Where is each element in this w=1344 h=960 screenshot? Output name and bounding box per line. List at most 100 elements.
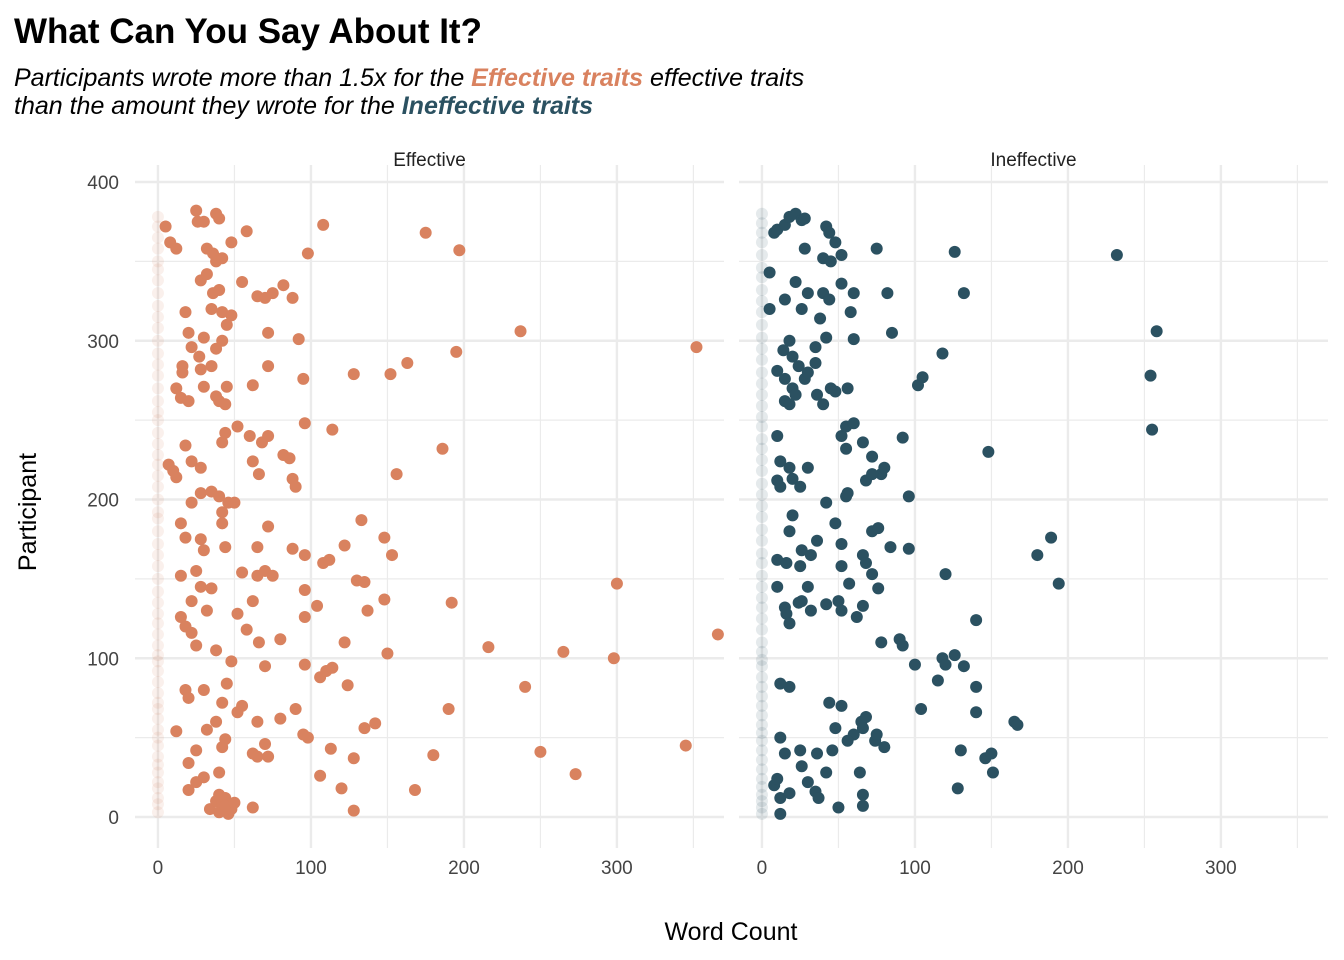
zero-count-point (755, 217, 768, 230)
zero-count-point (151, 537, 164, 550)
data-point (358, 576, 371, 589)
data-point (970, 680, 983, 693)
data-point (804, 549, 817, 562)
data-point (774, 677, 787, 690)
zero-count-point (151, 791, 164, 804)
data-point (801, 366, 814, 379)
data-point (835, 249, 848, 262)
zero-count-point (151, 322, 164, 335)
data-point (804, 604, 817, 617)
zero-count-point (151, 358, 164, 371)
data-point (795, 303, 808, 315)
data-point (170, 242, 183, 255)
data-point (835, 560, 848, 573)
data-point (809, 341, 822, 354)
data-point (246, 379, 259, 392)
data-point (194, 533, 207, 546)
data-point (193, 350, 206, 363)
zero-count-point (151, 231, 164, 244)
data-point (878, 741, 891, 754)
zero-count-point (755, 591, 768, 604)
data-point (872, 582, 885, 595)
zero-count-point (151, 255, 164, 268)
data-point (286, 542, 299, 555)
data-point (401, 356, 414, 369)
zero-count-point (151, 560, 164, 573)
data-point (856, 436, 869, 449)
zero-count-point (151, 585, 164, 598)
data-point (569, 768, 582, 781)
data-point (881, 287, 894, 300)
data-point (231, 420, 244, 433)
data-point (795, 544, 808, 557)
data-point (908, 658, 921, 671)
data-point (1144, 369, 1157, 382)
data-point (774, 791, 787, 804)
zero-count-point (151, 676, 164, 689)
zero-count-point (151, 310, 164, 323)
zero-count-point (755, 601, 768, 614)
data-point (557, 645, 570, 658)
y-tick-label: 200 (87, 491, 119, 512)
data-point (957, 287, 970, 300)
zero-count-point (755, 671, 768, 684)
data-point (829, 385, 842, 398)
zero-count-point (151, 458, 164, 471)
zero-count-point (755, 433, 768, 446)
data-point (786, 472, 799, 485)
data-point (252, 468, 265, 481)
y-tick-label: 100 (87, 649, 119, 670)
zero-count-point (151, 798, 164, 811)
zero-count-point (151, 750, 164, 763)
data-point (774, 731, 787, 744)
data-point (220, 318, 233, 331)
chart-title: What Can You Say About It? (14, 12, 482, 51)
zero-count-point (151, 469, 164, 482)
data-point (954, 744, 967, 757)
zero-count-point (755, 399, 768, 412)
data-point (194, 580, 207, 593)
zero-count-point (755, 249, 768, 262)
data-point (911, 379, 924, 392)
data-point (197, 215, 210, 228)
zero-count-point (151, 712, 164, 725)
data-point (778, 293, 791, 306)
zero-count-point (755, 464, 768, 477)
x-tick-label: 300 (601, 858, 633, 879)
x-tick-label: 100 (295, 858, 327, 879)
data-point (835, 699, 848, 712)
data-point (182, 395, 195, 408)
data-point (835, 277, 848, 290)
data-point (835, 604, 848, 617)
zero-count-point (151, 437, 164, 450)
data-point (896, 639, 909, 652)
data-point (246, 595, 259, 608)
data-point (262, 520, 275, 533)
zero-count-point (755, 420, 768, 433)
zero-count-point (151, 274, 164, 287)
zero-count-point (755, 353, 768, 366)
zero-count-point (755, 226, 768, 239)
data-point (185, 341, 198, 354)
data-point (811, 388, 824, 401)
data-point (251, 715, 264, 728)
facet-label-effective: Effective (393, 150, 466, 171)
data-point (378, 531, 391, 544)
data-point (298, 610, 311, 623)
data-point (314, 769, 327, 782)
data-point (948, 245, 961, 258)
zero-count-point (151, 549, 164, 562)
data-point (829, 236, 842, 249)
zero-count-point (755, 488, 768, 501)
data-point (301, 247, 314, 260)
data-point (847, 287, 860, 300)
data-point (246, 801, 259, 814)
data-point (783, 787, 796, 800)
zero-count-point (755, 680, 768, 693)
facet-panels: Effective 0 100 200 300 0 100 200 300 400 Ineffect… (87, 150, 1328, 879)
data-point (240, 623, 253, 636)
data-point (915, 703, 928, 716)
data-point (823, 696, 836, 709)
zero-count-point (151, 723, 164, 736)
